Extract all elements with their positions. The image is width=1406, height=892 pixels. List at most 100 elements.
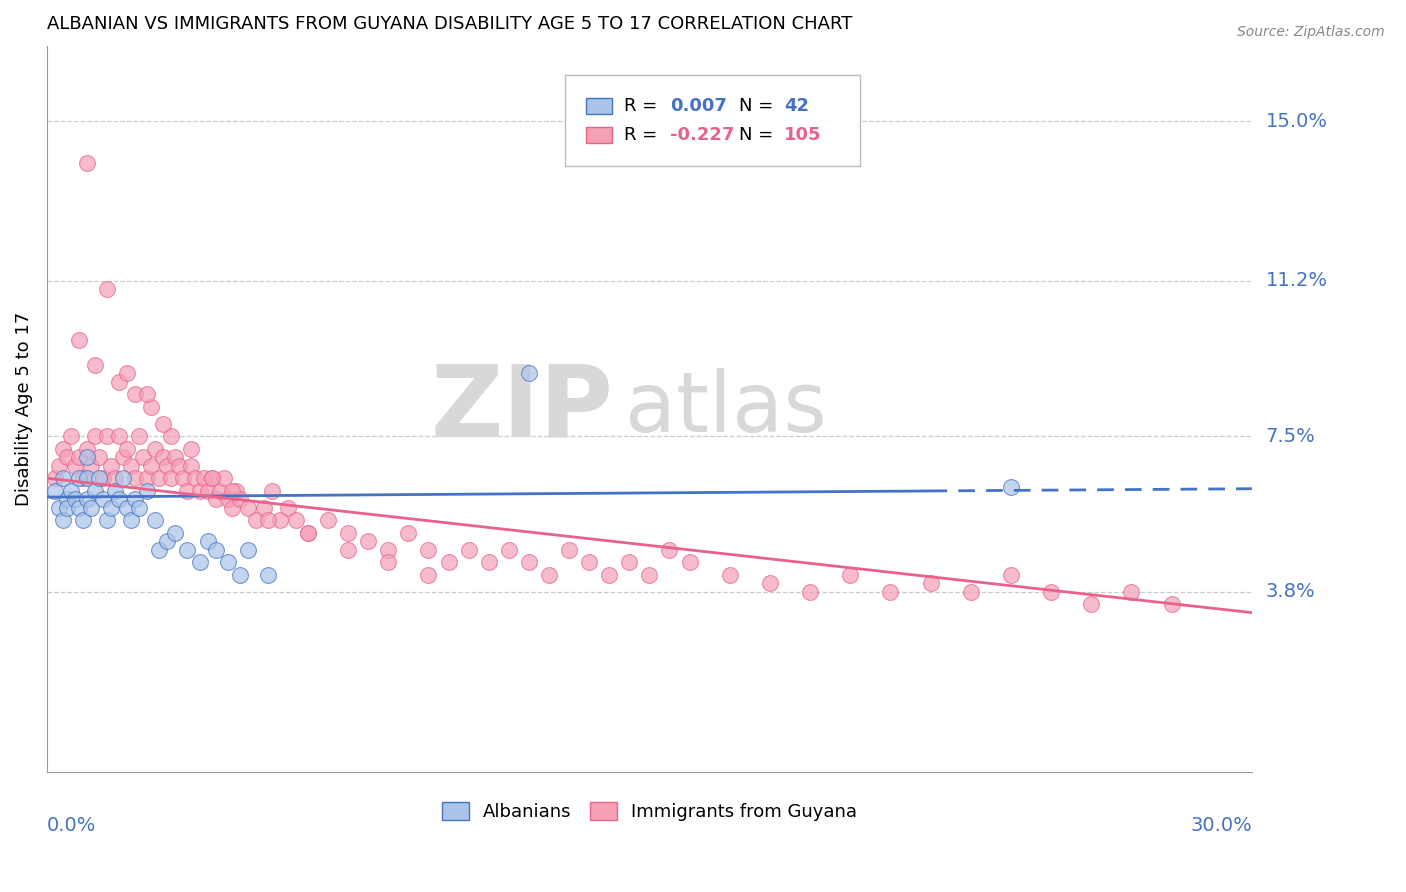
Point xyxy=(478,555,501,569)
Point xyxy=(718,567,741,582)
Point xyxy=(136,471,159,485)
Point xyxy=(1080,597,1102,611)
Point xyxy=(217,492,239,507)
Point xyxy=(143,513,166,527)
Text: 7.5%: 7.5% xyxy=(1265,426,1316,446)
Point xyxy=(48,458,70,473)
Point xyxy=(176,542,198,557)
Point xyxy=(72,471,94,485)
Point xyxy=(124,387,146,401)
Point xyxy=(59,429,82,443)
Point xyxy=(180,442,202,456)
Point xyxy=(839,567,862,582)
Point xyxy=(87,471,110,485)
Point xyxy=(377,542,399,557)
Point xyxy=(67,333,90,347)
Point xyxy=(72,513,94,527)
Y-axis label: Disability Age 5 to 17: Disability Age 5 to 17 xyxy=(15,312,32,506)
Point xyxy=(84,358,107,372)
Point xyxy=(169,458,191,473)
Point xyxy=(200,471,222,485)
Point xyxy=(56,492,79,507)
Legend: Albanians, Immigrants from Guyana: Albanians, Immigrants from Guyana xyxy=(434,795,865,829)
Point xyxy=(256,567,278,582)
Point xyxy=(377,555,399,569)
Text: N =: N = xyxy=(738,126,779,144)
Text: -0.227: -0.227 xyxy=(669,126,734,144)
Point xyxy=(160,429,183,443)
Text: 3.8%: 3.8% xyxy=(1265,582,1316,601)
Point xyxy=(337,525,360,540)
Point xyxy=(188,555,211,569)
Point xyxy=(100,500,122,515)
Point xyxy=(437,555,460,569)
Point xyxy=(91,492,114,507)
Point xyxy=(156,534,179,549)
Point xyxy=(678,555,700,569)
Point xyxy=(96,513,118,527)
Point xyxy=(217,555,239,569)
Point xyxy=(337,542,360,557)
Point xyxy=(959,584,981,599)
Point xyxy=(260,483,283,498)
Point xyxy=(96,282,118,296)
Point xyxy=(84,483,107,498)
Point xyxy=(204,542,226,557)
Point xyxy=(193,471,215,485)
Point xyxy=(457,542,479,557)
Text: R =: R = xyxy=(624,97,664,115)
Point xyxy=(165,450,187,465)
Point xyxy=(141,458,163,473)
Point xyxy=(80,500,103,515)
Point xyxy=(619,555,641,569)
Point xyxy=(128,500,150,515)
Text: 15.0%: 15.0% xyxy=(1265,112,1327,131)
Point xyxy=(52,442,75,456)
Point xyxy=(578,555,600,569)
Point xyxy=(115,500,138,515)
Text: 105: 105 xyxy=(785,126,823,144)
Point xyxy=(115,442,138,456)
Point xyxy=(120,458,142,473)
Point xyxy=(76,450,98,465)
Point xyxy=(256,513,278,527)
Point xyxy=(197,534,219,549)
Point xyxy=(108,429,131,443)
Point xyxy=(160,471,183,485)
Point xyxy=(104,483,127,498)
Point xyxy=(799,584,821,599)
Point xyxy=(44,483,66,498)
Point xyxy=(120,513,142,527)
Point xyxy=(141,400,163,414)
Point xyxy=(297,525,319,540)
Point xyxy=(297,525,319,540)
Point xyxy=(63,492,86,507)
Point xyxy=(165,525,187,540)
Point xyxy=(396,525,419,540)
Point xyxy=(56,500,79,515)
Point xyxy=(87,450,110,465)
Point xyxy=(76,492,98,507)
Point xyxy=(204,492,226,507)
Text: 30.0%: 30.0% xyxy=(1189,816,1251,835)
Point xyxy=(221,500,243,515)
Point xyxy=(1160,597,1182,611)
Point xyxy=(115,366,138,380)
Point xyxy=(52,513,75,527)
Point xyxy=(197,483,219,498)
Point xyxy=(253,500,276,515)
Point xyxy=(143,442,166,456)
Point xyxy=(63,458,86,473)
Point xyxy=(225,483,247,498)
Point xyxy=(148,471,170,485)
Point xyxy=(67,471,90,485)
Point xyxy=(80,458,103,473)
FancyBboxPatch shape xyxy=(585,127,612,143)
FancyBboxPatch shape xyxy=(585,98,612,114)
Text: N =: N = xyxy=(738,97,779,115)
Point xyxy=(245,513,267,527)
Point xyxy=(316,513,339,527)
Point xyxy=(67,500,90,515)
Point xyxy=(67,450,90,465)
Point xyxy=(277,500,299,515)
